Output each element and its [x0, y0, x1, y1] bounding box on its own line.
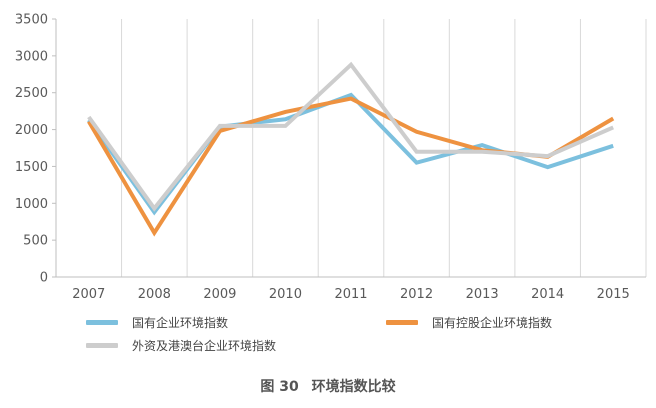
x-tick-label: 2007 — [72, 287, 105, 302]
x-tick-label: 2011 — [334, 287, 367, 302]
figure-caption: 图 30 环境指数比较 — [0, 376, 656, 396]
x-tick-label: 2014 — [531, 287, 564, 302]
series-line-state-controlled — [87, 96, 615, 237]
y-tick-label: 3000 — [15, 49, 48, 64]
y-tick-label: 0 — [40, 271, 48, 286]
x-tick-label: 2012 — [400, 287, 433, 302]
series-line-foreign-hkmt — [87, 61, 615, 212]
legend: 国有企业环境指数 国有控股企业环境指数 外资及港澳台企业环境指数 — [86, 308, 606, 354]
y-tick-label: 2500 — [15, 86, 48, 101]
legend-label-foreign-hkmt: 外资及港澳台企业环境指数 — [132, 339, 277, 353]
y-tick-label: 500 — [23, 234, 48, 249]
figure-number: 图 30 — [260, 379, 299, 395]
x-tick-labels: 2007 2008 2009 2010 2011 2012 2013 2014 2015 — [72, 287, 630, 302]
legend-swatch-state-controlled — [386, 320, 418, 325]
legend-item-state-controlled: 国有控股企业环境指数 — [386, 314, 552, 331]
legend-swatch-foreign-hkmt — [86, 343, 118, 348]
x-tick-label: 2013 — [466, 287, 499, 302]
axes — [55, 19, 646, 278]
y-tick-labels: 0 500 1000 1500 2000 2500 3000 3500 — [15, 13, 56, 286]
figure-title: 环境指数比较 — [311, 379, 396, 395]
x-tick-label: 2015 — [597, 287, 630, 302]
x-tick-label: 2010 — [269, 287, 302, 302]
x-tick-label: 2008 — [138, 287, 171, 302]
legend-swatch-state-owned — [86, 320, 118, 325]
x-tick-label: 2009 — [203, 287, 236, 302]
legend-item-state-owned: 国有企业环境指数 — [86, 314, 228, 331]
series-lines — [87, 61, 615, 237]
y-tick-label: 2000 — [15, 123, 48, 138]
y-tick-label: 3500 — [15, 13, 48, 28]
y-tick-label: 1000 — [15, 197, 48, 212]
legend-item-foreign-hkmt: 外资及港澳台企业环境指数 — [86, 337, 276, 354]
legend-label-state-controlled: 国有控股企业环境指数 — [432, 316, 553, 330]
grid-lines — [121, 19, 647, 277]
legend-label-state-owned: 国有企业环境指数 — [132, 316, 229, 330]
y-tick-label: 1500 — [15, 160, 48, 175]
